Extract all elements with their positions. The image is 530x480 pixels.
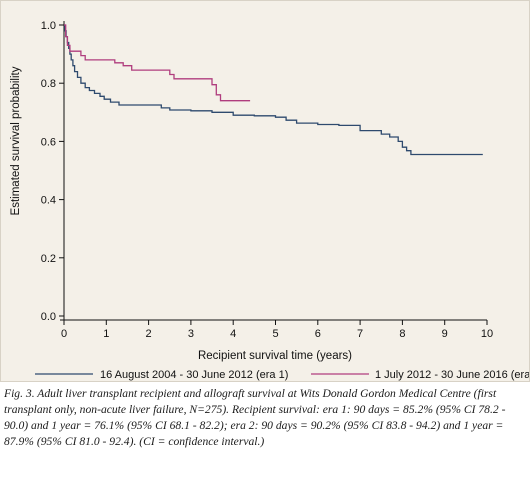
x-tick-label: 2 (146, 328, 152, 340)
x-tick-label: 3 (188, 328, 194, 340)
y-tick-label: 1.0 (41, 20, 56, 32)
y-tick-label: 0.2 (41, 253, 56, 265)
x-axis-title: Recipient survival time (years) (198, 350, 352, 362)
series-line-era-2 (64, 24, 251, 102)
y-tick-label: 0.6 (41, 136, 56, 148)
x-tick-label: 5 (272, 328, 278, 340)
figure-caption: Fig. 3. Adult liver transplant recipient… (4, 387, 506, 448)
chart-ticks: 0 1 2 3 4 5 6 7 8 9 10 0.0 0.2 0.4 0.6 0.8 1.0 (41, 20, 493, 340)
legend-label-era-1: 16 August 2004 - 30 June 2012 (era 1) (100, 369, 288, 381)
x-tick-label: 8 (399, 328, 405, 340)
figure-panel: 0 1 2 3 4 5 6 7 8 9 10 0.0 0.2 0.4 0.6 0.8 1.0 Estimated… (0, 0, 530, 382)
x-tick-label: 6 (315, 328, 321, 340)
x-tick-label: 9 (442, 328, 448, 340)
y-tick-label: 0.4 (41, 195, 56, 207)
x-tick-label: 10 (481, 328, 493, 340)
chart-series (64, 24, 483, 156)
y-axis-title: Estimated survival probability (10, 66, 22, 215)
x-tick-label: 0 (61, 328, 67, 340)
legend-label-era-2: 1 July 2012 - 30 June 2016 (era 2) (375, 369, 529, 381)
y-tick-label: 0.0 (41, 311, 56, 323)
chart-axes (60, 21, 487, 321)
x-tick-label: 7 (357, 328, 363, 340)
chart-legend: 16 August 2004 - 30 June 2012 (era 1) 1 J… (35, 369, 529, 381)
y-tick-label: 0.8 (41, 78, 56, 90)
x-tick-label: 4 (230, 328, 236, 340)
series-line-era-1 (64, 24, 483, 156)
survival-chart: 0 1 2 3 4 5 6 7 8 9 10 0.0 0.2 0.4 0.6 0.8 1.0 Estimated… (10, 20, 529, 381)
x-tick-label: 1 (103, 328, 109, 340)
